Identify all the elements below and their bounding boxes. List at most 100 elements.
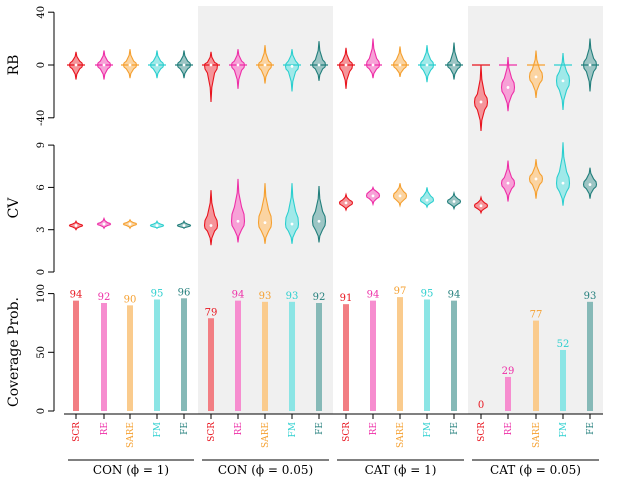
- coverage-bar-re: [101, 302, 107, 411]
- cv-median-dot: [425, 198, 429, 202]
- rb-median-dot: [534, 75, 538, 79]
- rb-median-dot: [588, 63, 592, 67]
- coverage-value-label: 93: [286, 291, 299, 302]
- coverage-bar-sare: [262, 301, 268, 411]
- cv-violin-re: [500, 160, 516, 202]
- coverage-bar-scr: [73, 300, 79, 411]
- coverage-y-axis: 0 50 100 Coverage Prob.: [6, 284, 55, 414]
- rb-median-dot: [452, 63, 456, 67]
- coverage-value-label: 95: [421, 288, 434, 299]
- group-label: CON (ϕ = 1): [93, 463, 169, 477]
- cv-violin-fe: [311, 185, 327, 243]
- coverage-value-label: 29: [502, 366, 515, 377]
- x-tick-label-sare: SARE: [396, 422, 406, 448]
- cv-median-dot: [452, 200, 456, 203]
- x-tick-label-fe: FE: [450, 422, 460, 435]
- coverage-bar-scr: [343, 304, 349, 411]
- cv-median-dot: [102, 222, 106, 226]
- coverage-bar-sare: [127, 305, 133, 411]
- coverage-value-label: 91: [340, 293, 353, 304]
- rb-violin-re: [365, 38, 381, 79]
- coverage-bar-re: [505, 376, 511, 411]
- coverage-bar-re: [235, 300, 241, 411]
- x-tick-label-re: RE: [504, 422, 514, 435]
- rb-median-dot: [128, 63, 132, 67]
- cv-y-label: CV: [6, 197, 22, 219]
- x-tick-label-scr: SCR: [342, 422, 352, 442]
- coverage-bar-fm: [560, 349, 566, 411]
- x-tick-label-fe: FE: [315, 422, 325, 435]
- coverage-value-label: 94: [70, 290, 83, 301]
- x-tick-label-sare: SARE: [261, 422, 271, 448]
- cv-median-dot: [317, 219, 321, 223]
- coverage-value-label: 94: [448, 290, 461, 301]
- coverage-value-label: 94: [367, 290, 380, 301]
- coverage-bar-fe: [587, 301, 593, 411]
- cv-violin-fm: [419, 187, 435, 209]
- x-tick-label-fm: FM: [423, 422, 433, 437]
- rb-median-dot: [182, 63, 186, 67]
- coverage-value-label: 92: [313, 292, 326, 303]
- coverage-bar-scr: [208, 318, 214, 411]
- rb-median-dot: [398, 63, 402, 67]
- cv-median-dot: [534, 177, 538, 181]
- coverage-value-label: 93: [259, 291, 272, 302]
- rb-violin-fe: [311, 41, 327, 81]
- rb-violin-re: [500, 57, 516, 112]
- coverage-value-label: 95: [151, 288, 164, 299]
- rb-median-dot: [506, 86, 510, 89]
- rb-median-dot: [155, 63, 159, 67]
- cv-panel: [68, 142, 598, 246]
- x-tick-label-fm: FM: [559, 422, 569, 437]
- x-tick-label-scr: SCR: [207, 422, 217, 442]
- cv-median-dot: [155, 224, 159, 227]
- cv-median-dot: [236, 219, 240, 223]
- coverage-bar-fe: [181, 298, 187, 411]
- cv-median-dot: [128, 222, 132, 226]
- rb-median-dot: [290, 64, 294, 68]
- coverage-bar-sare: [533, 320, 539, 411]
- coverage-value-label: 0: [478, 400, 484, 411]
- x-tick-label-re: RE: [100, 422, 110, 435]
- y-axes-layer: -40 0 40 RB 0 3 6 9 CV 0 50 100 Coverage Prob.: [6, 6, 55, 414]
- rb-violin-fm: [284, 49, 300, 92]
- cv-median-dot: [74, 224, 78, 227]
- group-label: CAT (ϕ = 1): [365, 463, 437, 477]
- cv-median-dot: [398, 194, 402, 198]
- rb-violin-sare: [528, 50, 544, 99]
- coverage-y-tick-label: 100: [36, 284, 47, 303]
- rb-violin-sare: [392, 46, 408, 78]
- rb-y-axis: -40 0 40 RB: [6, 6, 55, 126]
- rb-violin-scr: [473, 64, 489, 132]
- x-tick-label-sare: SARE: [532, 422, 542, 448]
- x-tick-label-re: RE: [369, 422, 379, 435]
- rb-median-dot: [371, 63, 375, 67]
- group-label: CAT (ϕ = 0.05): [490, 463, 581, 477]
- coverage-value-label: 52: [557, 339, 570, 350]
- cv-y-tick-label: 0: [36, 269, 47, 275]
- rb-violin-fe: [446, 42, 462, 80]
- rb-y-tick-label: 40: [36, 6, 47, 19]
- x-tick-label-fm: FM: [153, 422, 163, 437]
- cv-median-dot: [182, 224, 186, 227]
- rb-median-dot: [209, 63, 213, 67]
- cv-violin-fm: [284, 183, 300, 244]
- coverage-bar-fm: [289, 301, 295, 411]
- cv-median-dot: [561, 181, 565, 185]
- rb-median-dot: [74, 63, 78, 67]
- cv-violin-sare: [392, 183, 408, 208]
- coverage-bar-fm: [154, 299, 160, 411]
- coverage-y-label: Coverage Prob.: [6, 297, 22, 407]
- coverage-value-label: 77: [530, 310, 543, 321]
- coverage-value-label: 90: [124, 294, 137, 305]
- cv-median-dot: [344, 201, 348, 205]
- cv-median-dot: [263, 221, 267, 225]
- cv-y-axis: 0 3 6 9 CV: [6, 142, 55, 275]
- x-tick-label-scr: SCR: [477, 422, 487, 442]
- cv-violin-sare: [257, 183, 273, 244]
- rb-violin-re: [230, 49, 246, 89]
- coverage-value-label: 96: [178, 287, 191, 298]
- rb-median-dot: [344, 63, 348, 67]
- cv-median-dot: [209, 224, 213, 227]
